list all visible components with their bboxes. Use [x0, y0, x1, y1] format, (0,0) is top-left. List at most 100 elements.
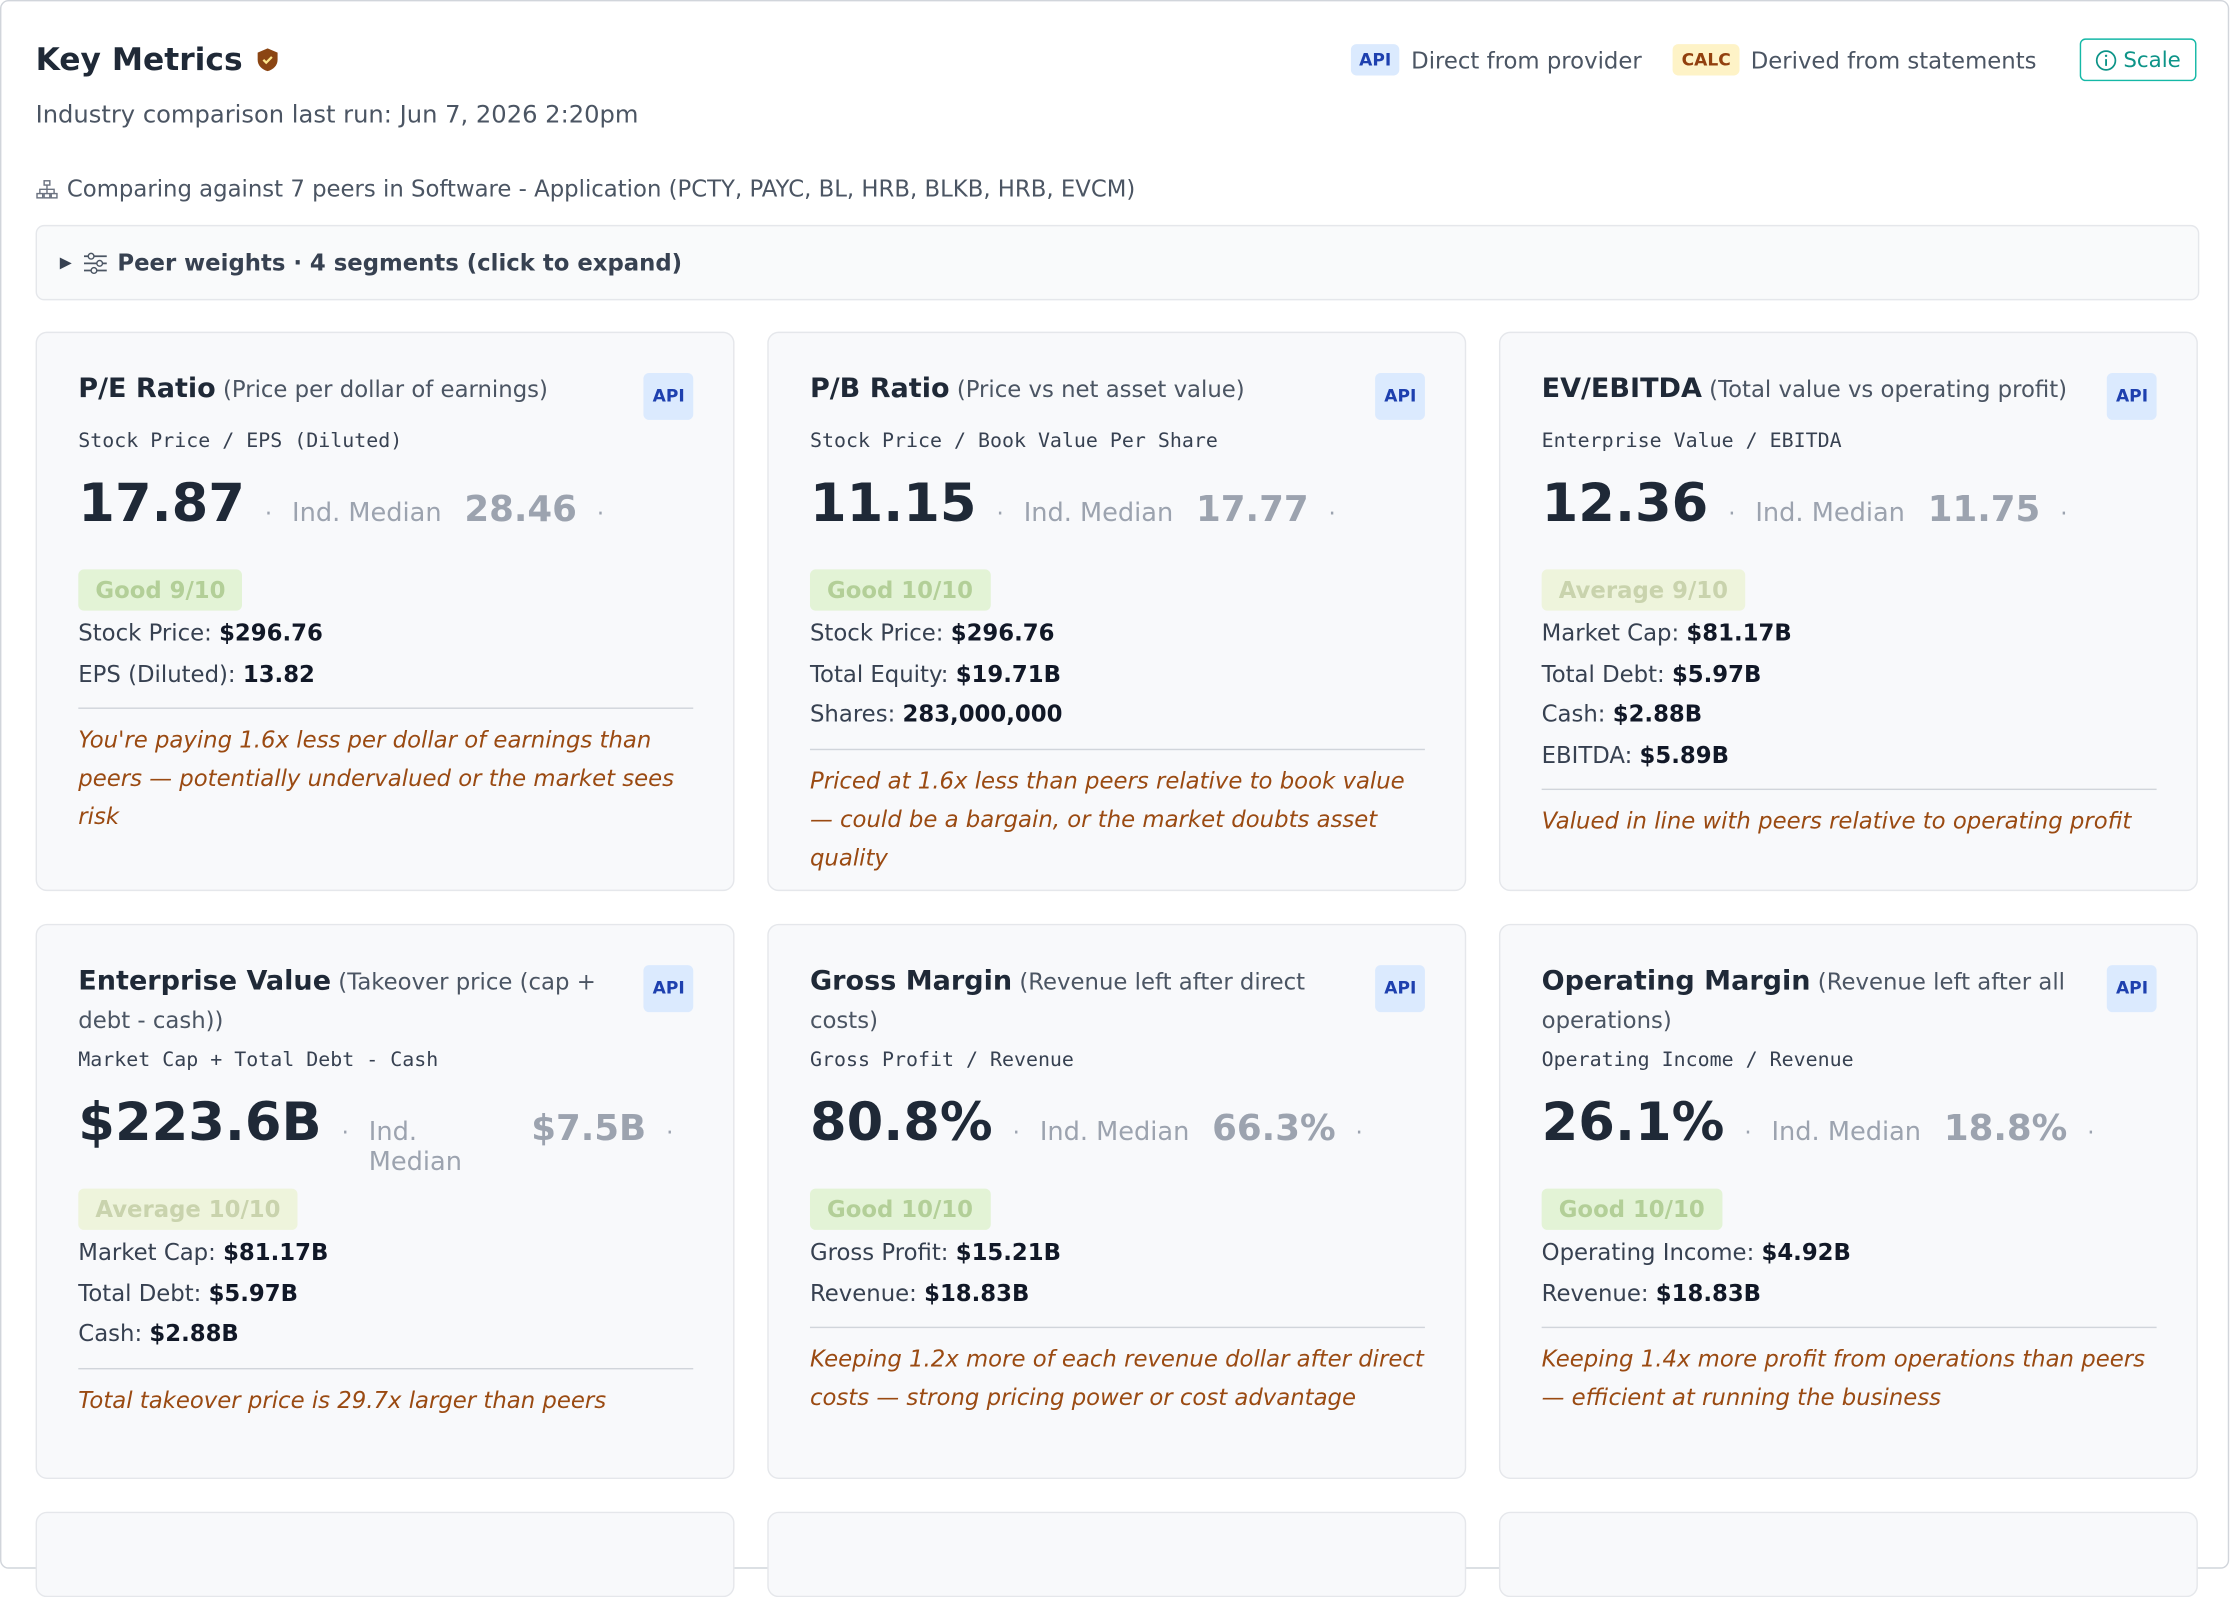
input-row: EPS (Diluted): 13.82 [78, 654, 693, 695]
divider [809, 748, 1425, 750]
wrapper: Key Metrics API Direct from provider CAL… [0, 0, 2232, 1520]
expand-arrow: ▶ [59, 253, 72, 272]
source-badge: API [2107, 372, 2157, 420]
median-label: Ind. Median [1755, 498, 1905, 529]
subtitle: Industry comparison last run: Jun 7, 202… [35, 101, 639, 130]
input-value: $5.97B [208, 1279, 299, 1307]
input-label: Revenue: [809, 1279, 917, 1307]
input-label: Total Debt: [78, 1279, 202, 1307]
card-title-row: Gross Margin (Revenue left after direct … [810, 962, 1425, 1039]
rating-row: Good 9/10 [78, 552, 693, 613]
input-label: Cash: [1541, 700, 1606, 728]
median-value: 11.75 [1927, 488, 2041, 530]
info-icon [2095, 49, 2116, 70]
rating-badge: Good 10/10 [809, 569, 991, 611]
input-value: $5.89B [1639, 741, 1729, 769]
input-row: Revenue: $18.83B [1542, 1273, 2157, 1314]
metric-description: (Price per dollar of earnings) [223, 375, 548, 403]
card-title: Gross Margin (Revenue left after direct … [810, 962, 1362, 1039]
card-title: P/E Ratio (Price per dollar of earnings) [78, 370, 548, 408]
metric-grid: P/E Ratio (Price per dollar of earnings)… [35, 331, 2200, 1597]
input-label: Total Debt: [1541, 659, 1665, 687]
card-title-row: Enterprise Value (Takeover price (cap + … [78, 962, 694, 1039]
card-title-row: P/B Ratio (Price vs net asset value) API [810, 370, 1425, 420]
divider [1541, 789, 2157, 791]
scale-button[interactable]: Scale [2079, 38, 2197, 82]
metric-description: (Price vs net asset value) [956, 375, 1245, 403]
separator [342, 1119, 349, 1146]
peer-weights-label: Peer weights · 4 segments (click to expa… [117, 249, 683, 277]
value-row: 12.36 Ind. Median 11.75 [1542, 473, 2157, 553]
formula: Stock Price / EPS (Diluted) [78, 429, 403, 453]
formula: Operating Income / Revenue [1541, 1049, 1854, 1072]
rating-row: Average 10/10 [78, 1172, 693, 1233]
metric-name: Enterprise Value [78, 965, 332, 997]
divider [78, 707, 694, 710]
input-label: Market Cap: [78, 1238, 216, 1266]
rating-row: Good 10/10 [809, 1172, 1425, 1233]
median-label: Ind. Median [1039, 1117, 1190, 1148]
input-row: Total Equity: $19.71B [810, 654, 1425, 695]
separator [666, 1119, 673, 1146]
metric-description: (Takeover price (cap + debt - cash)) [78, 967, 596, 1034]
metric-value: 26.1% [1541, 1091, 1725, 1154]
input-value: $81.17B [223, 1238, 329, 1266]
metric-description: (Revenue left after direct costs) [809, 967, 1306, 1034]
metric-card: Operating Margin (Revenue left after all… [1498, 923, 2198, 1480]
metric-card: P/E Ratio (Price per dollar of earnings)… [35, 331, 735, 892]
median-value: $7.5B [531, 1107, 647, 1149]
separator [1356, 1119, 1363, 1146]
input-label: EBITDA: [1541, 741, 1633, 769]
rating-row: Good 10/10 [809, 552, 1425, 613]
input-row: Stock Price: $296.76 [810, 614, 1425, 655]
peer-weights-toggle[interactable]: ▶ Peer weights · 4 segments (click to ex… [35, 224, 2200, 301]
metric-value: 11.15 [809, 472, 977, 534]
formula: Enterprise Value / EBITDA [1541, 429, 1842, 453]
separator [1744, 1119, 1751, 1146]
separator [2060, 500, 2067, 527]
value-row: 80.8% Ind. Median 66.3% [810, 1092, 1425, 1172]
rating-row: Good 10/10 [1541, 1172, 2157, 1233]
comparison: Comparing against 7 peers in Software - … [36, 175, 1136, 202]
input-label: Shares: [809, 700, 896, 728]
rating-badge: Good 10/10 [809, 1188, 991, 1230]
metric-description: (Total value vs operating profit) [1709, 375, 2068, 403]
separator [997, 500, 1004, 527]
card-title-row: Operating Margin (Revenue left after all… [1542, 962, 2157, 1039]
card-title: Operating Margin (Revenue left after all… [1542, 962, 2094, 1039]
input-label: Stock Price: [809, 619, 944, 647]
divider [809, 1326, 1425, 1329]
value-row: 26.1% Ind. Median 18.8% [1542, 1092, 2157, 1172]
input-value: $2.88B [1612, 700, 1703, 728]
input-value: $2.88B [149, 1319, 239, 1347]
legend: API Direct from provider CALC Derived fr… [1350, 38, 2197, 82]
median-label: Ind. Median [1023, 498, 1174, 529]
metric-value: 17.87 [78, 472, 245, 534]
input-value: $18.83B [1655, 1279, 1762, 1307]
page: Key Metrics API Direct from provider CAL… [0, 0, 2232, 1520]
formula: Stock Price / Book Value Per Share [809, 429, 1218, 453]
input-value: 283,000,000 [902, 700, 1063, 728]
input-row: Revenue: $18.83B [810, 1273, 1425, 1314]
insight: You're paying 1.6x less per dollar of ea… [78, 726, 675, 831]
input-row: Stock Price: $296.76 [78, 614, 693, 655]
metric-card: Gross Margin (Revenue left after direct … [767, 923, 1467, 1480]
rating-row: Average 9/10 [1541, 552, 2157, 613]
metric-card-partial [35, 1511, 735, 1597]
shield-icon [258, 48, 279, 72]
input-row: Cash: $2.88B [1542, 695, 2157, 736]
org-icon [36, 179, 58, 198]
input-row: Gross Profit: $15.21B [810, 1233, 1425, 1274]
separator [1329, 500, 1336, 527]
input-value: $5.97B [1671, 659, 1762, 687]
card-title: Enterprise Value (Takeover price (cap + … [78, 962, 630, 1039]
metric-name: Operating Margin [1541, 965, 1811, 997]
insight: Keeping 1.4x more profit from operations… [1541, 1345, 2145, 1411]
scale-label: Scale [2123, 46, 2181, 73]
metric-card: EV/EBITDA (Total value vs operating prof… [1498, 331, 2198, 892]
input-label: Revenue: [1541, 1279, 1649, 1307]
source-badge: API [1375, 965, 1425, 1013]
rating-badge: Good 9/10 [78, 569, 243, 611]
formula: Market Cap + Total Debt - Cash [78, 1049, 439, 1072]
input-value: $81.17B [1686, 619, 1792, 647]
